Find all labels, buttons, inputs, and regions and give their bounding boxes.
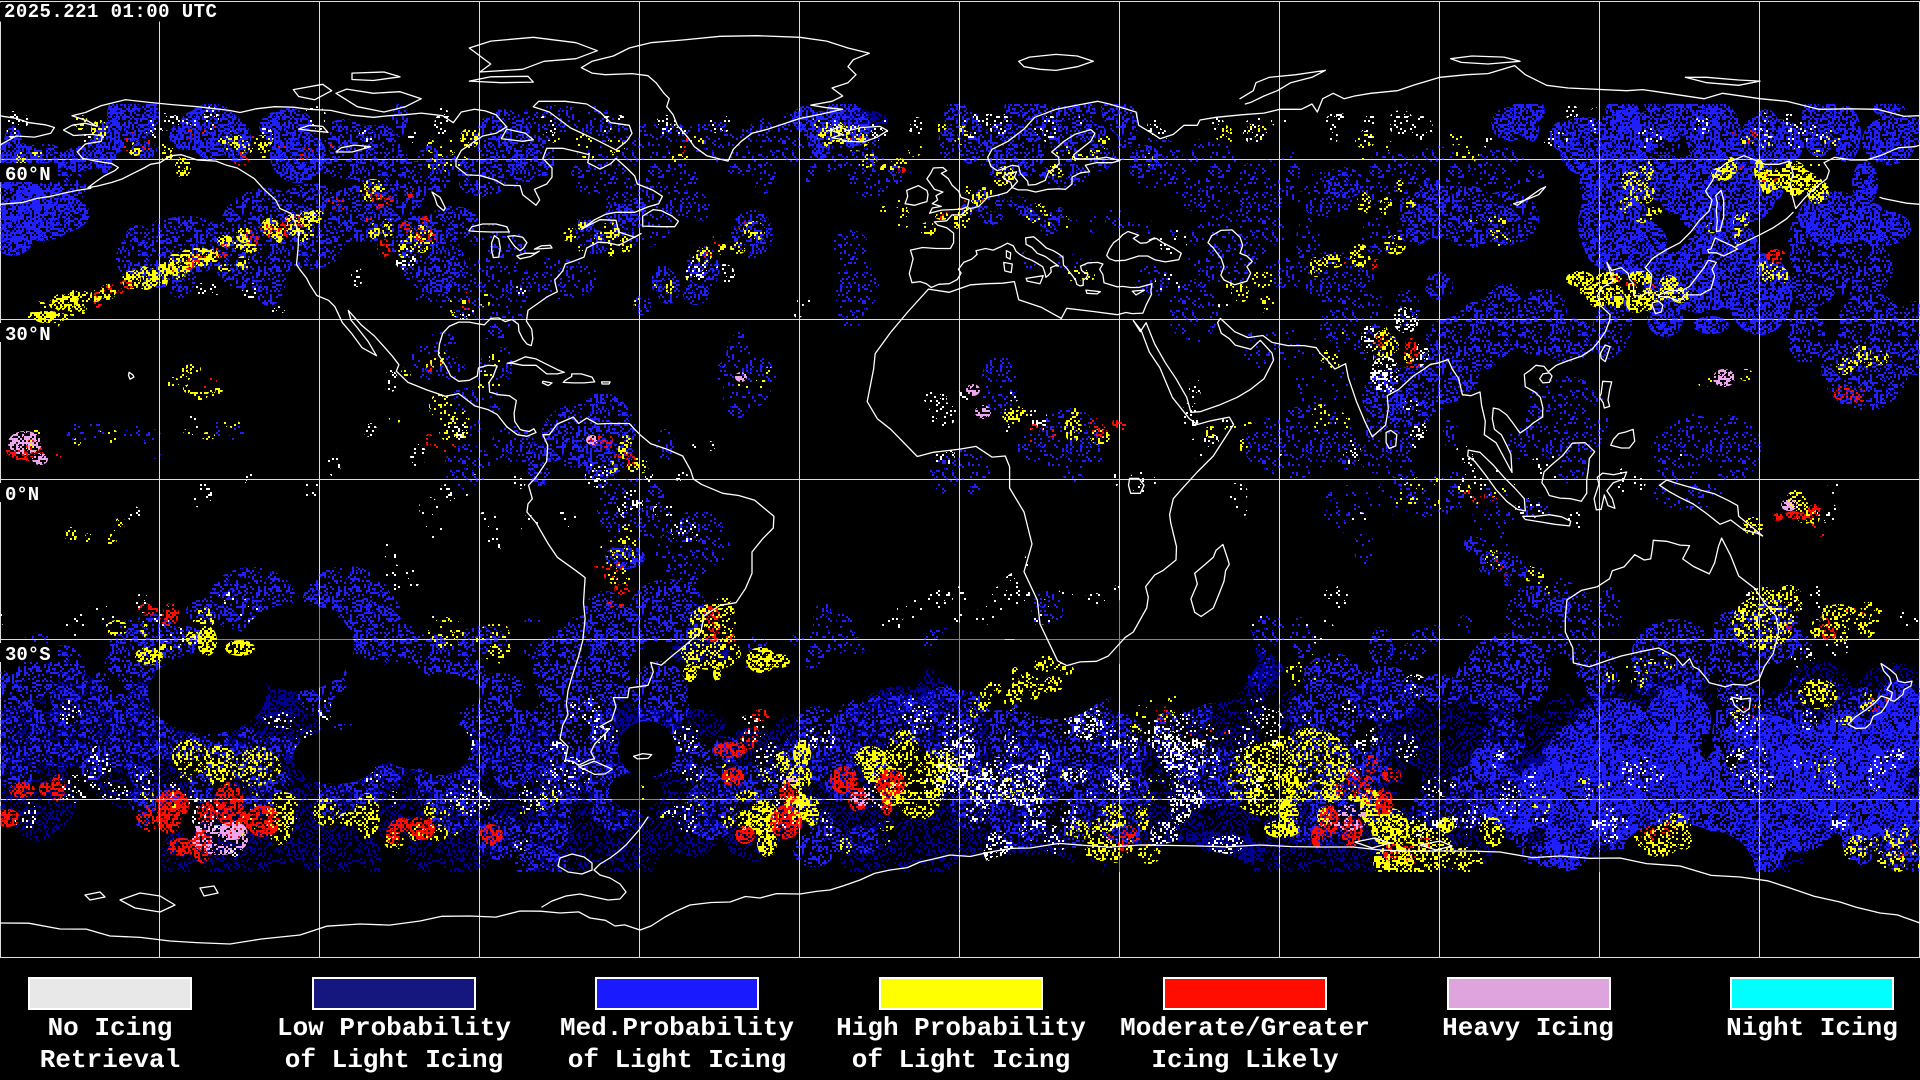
svg-text:No Icing: No Icing [48, 1013, 173, 1043]
svg-text:60°N: 60°N [5, 164, 51, 186]
svg-text:High Probability: High Probability [836, 1013, 1086, 1043]
svg-text:30°S: 30°S [5, 644, 51, 666]
svg-text:Icing Likely: Icing Likely [1151, 1045, 1339, 1075]
svg-text:Heavy Icing: Heavy Icing [1442, 1013, 1614, 1043]
svg-text:Retrieval: Retrieval [40, 1045, 180, 1075]
svg-text:of Light Icing: of Light Icing [285, 1045, 503, 1075]
svg-text:Night Icing: Night Icing [1726, 1013, 1898, 1043]
svg-text:30°N: 30°N [5, 324, 51, 346]
svg-text:of Light Icing: of Light Icing [852, 1045, 1070, 1075]
svg-text:2025.221 01:00 UTC: 2025.221 01:00 UTC [4, 1, 217, 23]
svg-text:Low Probability: Low Probability [277, 1013, 511, 1043]
svg-text:of Light Icing: of Light Icing [568, 1045, 786, 1075]
svg-text:Med.Probability: Med.Probability [560, 1013, 794, 1043]
svg-text:0°N: 0°N [5, 484, 39, 506]
svg-text:Moderate/Greater: Moderate/Greater [1120, 1013, 1370, 1043]
